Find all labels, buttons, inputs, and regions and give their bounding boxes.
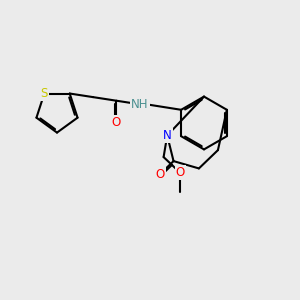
Text: O: O: [176, 166, 185, 179]
Text: O: O: [112, 116, 121, 129]
Text: N: N: [163, 129, 172, 142]
Text: O: O: [155, 167, 165, 181]
Text: S: S: [40, 87, 48, 100]
Text: NH: NH: [131, 98, 148, 111]
